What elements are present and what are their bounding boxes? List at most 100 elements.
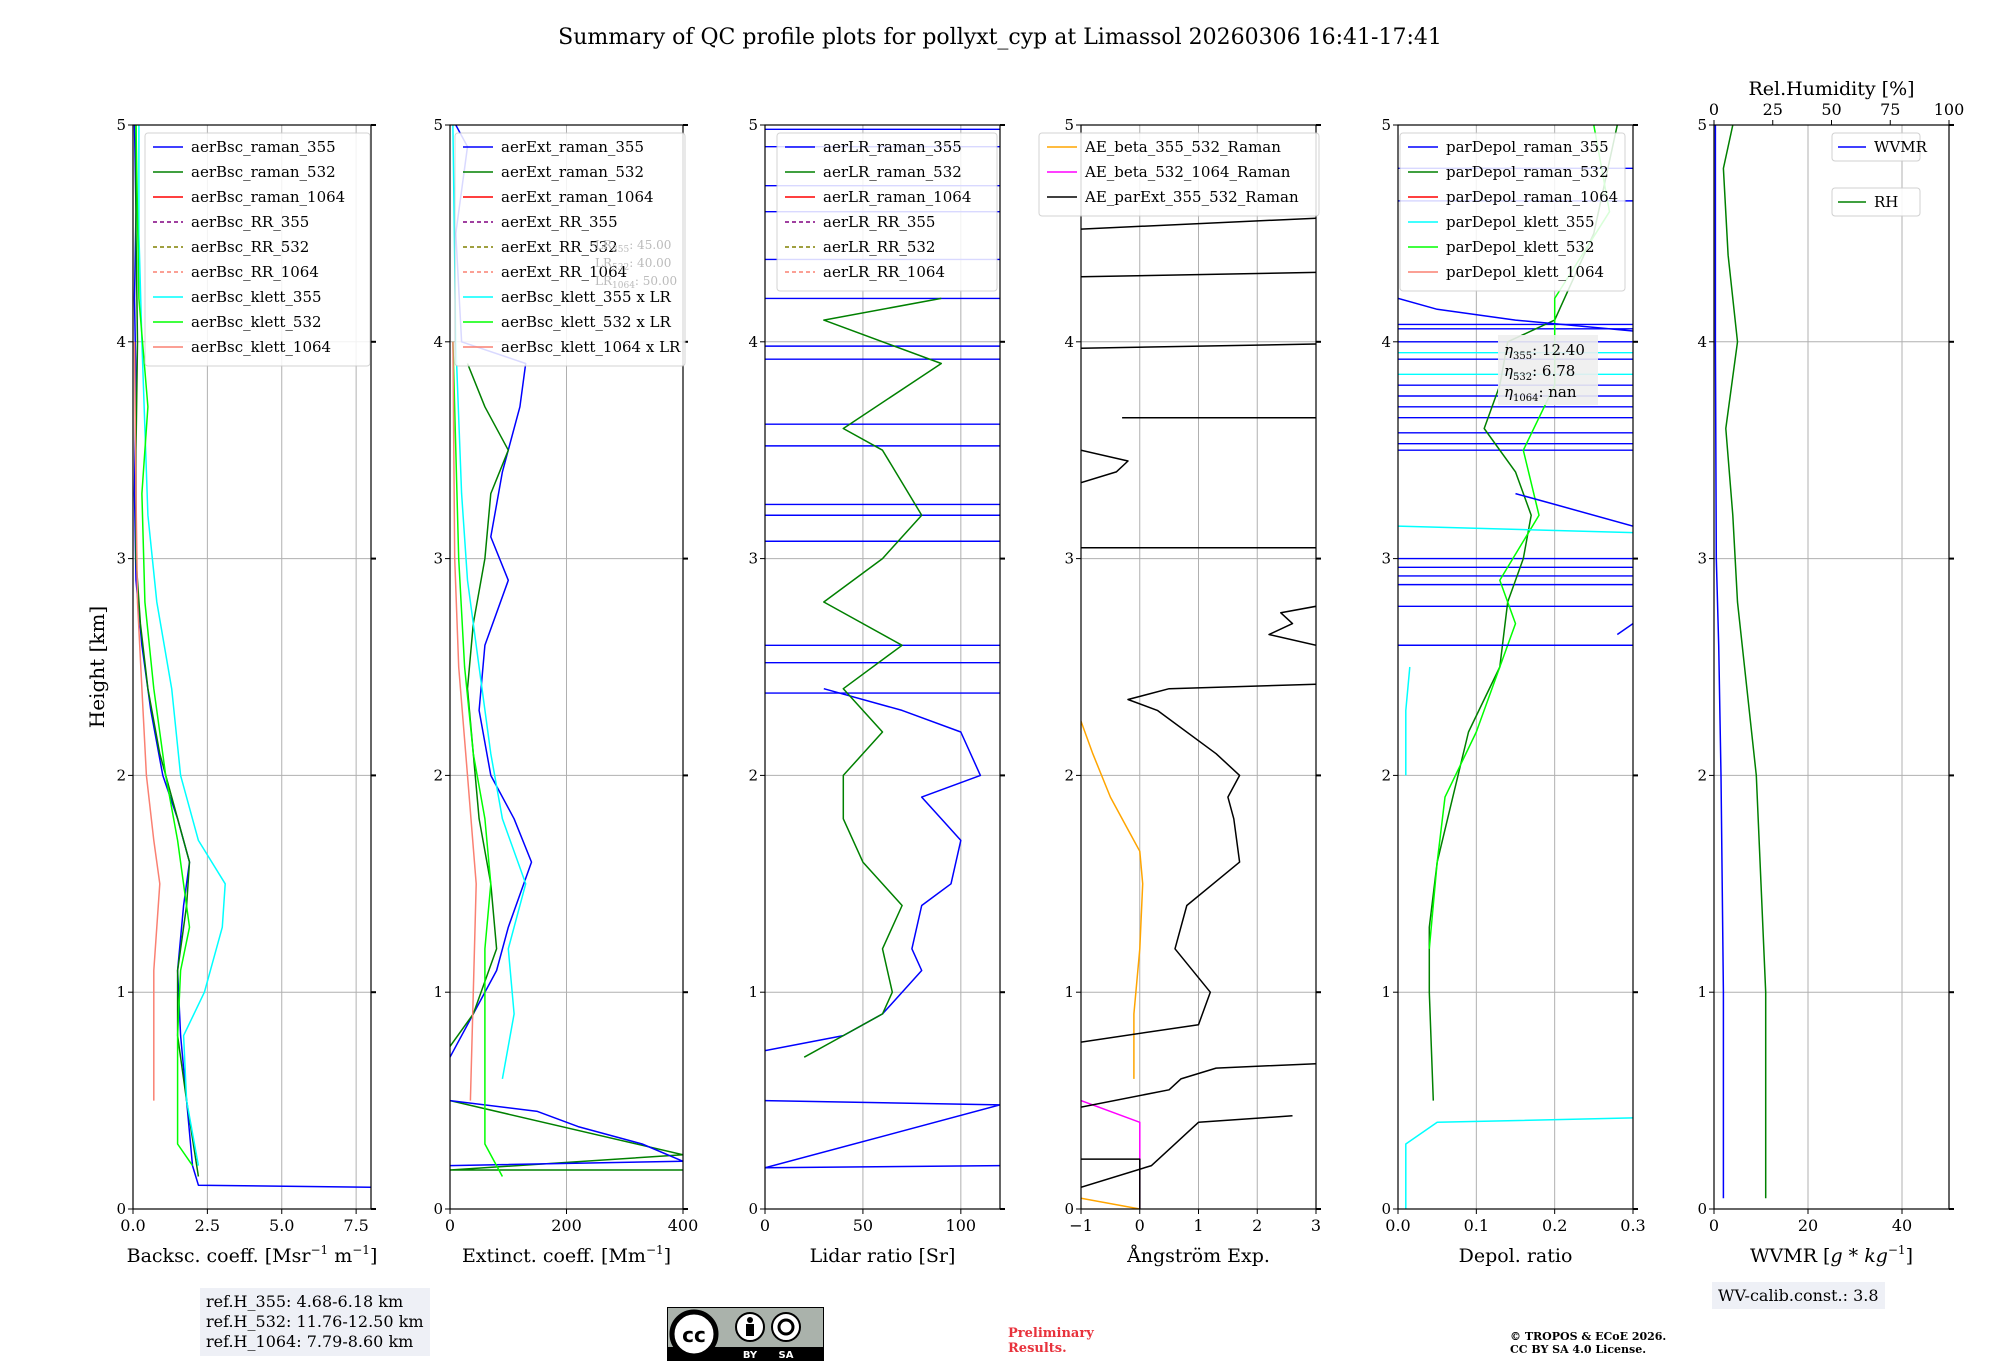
eta-sub-1: 532	[1513, 372, 1532, 383]
x-axis-label-ae: Ångström Exp.	[1126, 1245, 1270, 1267]
x-axis-label-lr: Lidar ratio [Sr]	[810, 1245, 956, 1267]
legend-frame-depol	[1399, 132, 1626, 292]
x-tick-label-lr-2: 100	[946, 1216, 977, 1235]
y-tick-label-lr-5: 5	[748, 116, 758, 134]
x-tick-label-bsc-0: 0.0	[120, 1216, 145, 1235]
y-tick-label-wv-0: 0	[1697, 1200, 1707, 1218]
eta-line-0: η355: 12.40	[1504, 341, 1585, 362]
legend-frame-ext	[454, 132, 686, 367]
x-tick-label-depol-3: 0.3	[1620, 1216, 1645, 1235]
x-axis-label-wv: WVMR [g * kg−1]	[1750, 1243, 1913, 1267]
legend-label-depol-5: parDepol_klett_1064	[1446, 263, 1604, 281]
y-tick-label-ae-4: 4	[1064, 333, 1074, 351]
panel-ext: 0 1 2 3 4 5 0 200 400 Extinct. coeff. [Mm−1] aerEx…	[433, 116, 698, 1267]
x-axis-label-text-ext: Extinct. coeff. [Mm	[462, 1245, 646, 1267]
x-axis-label-text-ae: Ångström Exp.	[1126, 1245, 1270, 1267]
legend-label-depol-0: parDepol_raman_355	[1446, 138, 1609, 156]
eta-val-2: : nan	[1538, 383, 1576, 401]
legend-label-bsc-4: aerBsc_RR_532	[191, 238, 309, 256]
x-tick-label-bsc-2: 5.0	[269, 1216, 294, 1235]
eta-line-2: η1064: nan	[1504, 383, 1577, 404]
x-tick-label-ext-0: 0	[445, 1216, 455, 1235]
legend-label-depol-2: parDepol_raman_1064	[1446, 188, 1618, 206]
y-tick-label-wv-2: 2	[1697, 766, 1707, 784]
data-layer-wv	[1714, 125, 1767, 1199]
ref-height-1064: ref.H_1064: 7.79-8.60 km	[206, 1332, 414, 1351]
series-line-AE_parExt_355_532_Raman_i	[1081, 271, 1316, 278]
data-layer-ae	[1081, 217, 1316, 1209]
y-tick-label-ext-5: 5	[433, 116, 443, 134]
by-label: BY	[743, 1350, 758, 1361]
eta-sym-2: η	[1504, 383, 1513, 401]
y-tick-label-ae-5: 5	[1064, 116, 1074, 134]
x-axis-label-text-bsc: Backsc. coeff. [Msr	[127, 1245, 312, 1267]
series-line-aerLR_raman_355	[765, 687, 982, 1052]
series-line-AE_parExt_355_532_Raman_f	[1081, 449, 1129, 484]
series-line-aerBsc_klett_355	[138, 125, 226, 1166]
series-line-aerBsc_klett_1064	[133, 341, 161, 1101]
copyright-line-2: CC BY SA 4.0 License.	[1510, 1343, 1647, 1356]
legend-label-bsc-7: aerBsc_klett_532	[191, 313, 322, 331]
series-line-parDepol_raman_355_b	[1616, 622, 1633, 636]
legend-label-wv-0: WVMR	[1874, 138, 1928, 156]
y-axis-label: Height [km]	[85, 606, 109, 728]
series-line-parDepol_klett_355_c	[1398, 525, 1633, 534]
legend-label-lr-2: aerLR_raman_1064	[823, 188, 971, 206]
cc-license-badge[interactable]: cc BY SA	[667, 1307, 824, 1361]
top-x-tick-label-4: 100	[1934, 100, 1965, 119]
x-tick-label-depol-0: 0.0	[1385, 1216, 1410, 1235]
series-line-aerLR_raman_355_low	[765, 1099, 1000, 1169]
y-tick-label-ext-2: 2	[433, 766, 443, 784]
lr-note-val-1: : 40.00	[629, 256, 671, 270]
y-tick-label-ae-0: 0	[1064, 1200, 1074, 1218]
legend-label-wv-1: RH	[1874, 193, 1898, 211]
top-x-tick-label-2: 50	[1821, 100, 1841, 119]
series-line-aerBsc_klett_532 x LR	[452, 341, 504, 1177]
x-tick-label-bsc-3: 7.5	[343, 1216, 368, 1235]
series-line-aerExt_raman_532	[450, 1099, 683, 1171]
y-tick-label-depol-2: 2	[1381, 766, 1391, 784]
y-tick-label-bsc-0: 0	[116, 1200, 126, 1218]
legend-label-ext-3: aerExt_RR_355	[501, 213, 618, 231]
axes-frame-lr	[764, 124, 1001, 1210]
lr-note-0: LR355: 45.00	[595, 238, 671, 255]
series-line-AE_parExt_355_532_Raman_j	[1081, 217, 1316, 230]
series-line-AE_parExt_355_532_Raman_c	[1081, 1115, 1293, 1189]
legend-frame-ae	[1038, 132, 1320, 217]
legend-label-ae-1: AE_beta_532_1064_Raman	[1084, 163, 1291, 181]
legend-label-ext-8: aerBsc_klett_1064 x LR	[501, 338, 681, 356]
legend-lr: aerLR_raman_355 aerLR_raman_532 aerLR_rama…	[776, 132, 998, 292]
y-tick-label-wv-1: 1	[1697, 983, 1707, 1001]
lr-note-sym-1: LR	[595, 256, 613, 270]
cc-logo-text: cc	[682, 1323, 706, 1347]
reference-height-box: ref.H_355: 4.68-6.18 km ref.H_532: 11.76…	[200, 1288, 430, 1356]
legend-bsc: aerBsc_raman_355 aerBsc_raman_532 aerBsc_r…	[144, 132, 371, 367]
lr-note-sub-1: 532	[612, 263, 629, 273]
legend-label-bsc-6: aerBsc_klett_355	[191, 288, 322, 306]
copyright-note: © TROPOS & ECoE 2026. CC BY SA 4.0 Licen…	[1510, 1330, 1666, 1356]
top-x-tick-label-0: 0	[1709, 100, 1719, 119]
legend-label-ext-5: aerExt_RR_1064	[501, 263, 627, 281]
y-tick-label-depol-4: 4	[1381, 333, 1391, 351]
x-tick-label-ext-2: 400	[668, 1216, 699, 1235]
x-axis-label-sup1-bsc: −1	[310, 1243, 328, 1257]
x-axis-label-ext: Extinct. coeff. [Mm−1]	[462, 1243, 671, 1267]
figure-title: Summary of QC profile plots for pollyxt_…	[558, 25, 1442, 50]
x-axis-label-italic-wv: g * kg	[1830, 1245, 1887, 1267]
x-tick-label-ae-3: 2	[1252, 1216, 1262, 1235]
y-tick-label-depol-1: 1	[1381, 983, 1391, 1001]
series-line-AE_beta_355_532_Raman	[1081, 720, 1144, 1079]
x-tick-label-ext-1: 200	[551, 1216, 582, 1235]
y-tick-label-lr-4: 4	[748, 333, 758, 351]
series-line-parDepol_klett_532	[1428, 125, 1611, 949]
y-tick-label-bsc-3: 3	[116, 550, 126, 568]
y-tick-label-ext-3: 3	[433, 550, 443, 568]
top-x-tick-label-1: 25	[1763, 100, 1783, 119]
panel-depol: 0 1 2 3 4 5 0.0 0.1 0.2 0.3 Depol. ratio parDepol_r…	[1381, 116, 1645, 1267]
legend-frame-wv-0	[1831, 132, 1921, 162]
eta-sub-0: 355	[1513, 351, 1532, 362]
legend-label-bsc-8: aerBsc_klett_1064	[191, 338, 331, 356]
series-line-aerLR_raman_532	[803, 297, 943, 1058]
